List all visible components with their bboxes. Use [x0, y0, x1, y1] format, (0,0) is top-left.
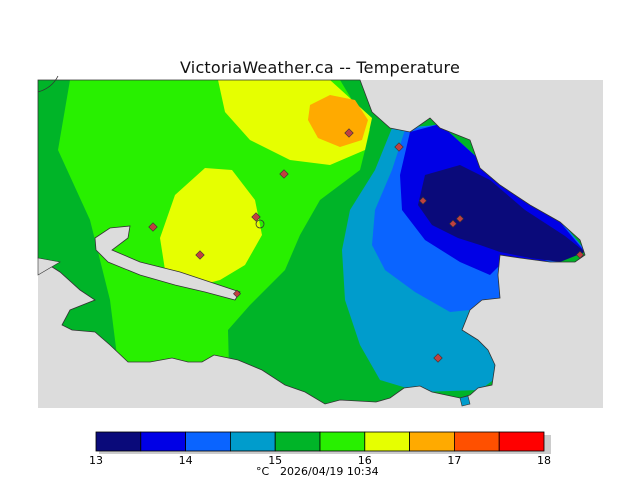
legend-color-bar: [95, 431, 551, 454]
station-marker[interactable]: [344, 128, 354, 138]
small-island: [459, 395, 471, 407]
legend-tick-16: 16: [358, 454, 372, 467]
legend-tick-13: 13: [89, 454, 103, 467]
station-marker[interactable]: [279, 169, 289, 179]
harbour-inlet: [94, 225, 241, 301]
legend-bin-6: [364, 431, 410, 452]
station-marker[interactable]: [195, 250, 205, 260]
station-marker[interactable]: [148, 222, 158, 232]
legend-bin-1: [140, 431, 187, 452]
station-marker[interactable]: [419, 196, 427, 205]
station-marker[interactable]: [456, 214, 464, 223]
station-marker[interactable]: [233, 289, 241, 298]
legend-bin-4: [274, 431, 321, 452]
legend-tick-14: 14: [179, 454, 193, 467]
legend-timestamp: 2026/04/19 10:34: [280, 465, 379, 478]
legend-bin-2: [185, 431, 231, 452]
legend-tick-15: 15: [268, 454, 282, 467]
coastline: [37, 79, 586, 405]
legend-tick-labels: 13 14 15 16 17 18: [89, 454, 551, 467]
station-marker[interactable]: [255, 219, 265, 229]
legend-unit: °C: [256, 465, 270, 478]
legend-bin-9: [498, 431, 545, 452]
station-marker[interactable]: [251, 212, 261, 222]
station-marker[interactable]: [449, 219, 457, 228]
legend-tick-18: 18: [537, 454, 551, 467]
station-marker[interactable]: [433, 353, 443, 363]
station-marker[interactable]: [394, 142, 404, 152]
station-marker[interactable]: [576, 250, 584, 259]
legend-bin-8: [453, 431, 500, 452]
page-title: VictoriaWeather.ca -- Temperature: [180, 58, 460, 77]
legend-tick-17: 17: [447, 454, 461, 467]
legend-bin-5: [319, 431, 366, 452]
legend-bin-7: [409, 431, 455, 452]
legend-bin-3: [229, 431, 276, 452]
station-markers: [148, 128, 584, 363]
legend-bin-0: [95, 431, 142, 452]
